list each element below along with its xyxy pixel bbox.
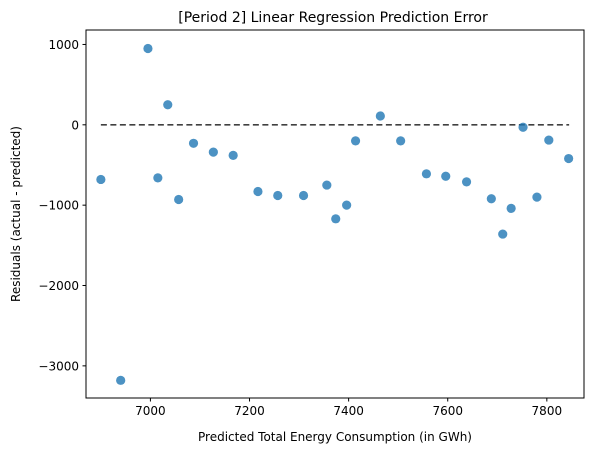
y-tick-label: −1000 (38, 199, 79, 213)
data-point (518, 122, 528, 132)
data-point (506, 203, 516, 213)
chart-title: [Period 2] Linear Regression Prediction … (178, 10, 488, 26)
x-tick-label: 7000 (135, 404, 166, 418)
x-axis-label: Predicted Total Energy Consumption (in G… (198, 430, 472, 444)
data-point (96, 174, 106, 185)
data-point (498, 229, 508, 239)
data-point (544, 135, 554, 145)
x-tick-label: 7200 (234, 404, 265, 418)
y-tick-label: 0 (71, 118, 79, 132)
data-point (298, 190, 309, 201)
data-point (143, 43, 153, 54)
x-tick-label: 7800 (532, 404, 563, 418)
data-point (174, 194, 184, 205)
plot-frame (85, 29, 585, 399)
data-point (322, 180, 332, 190)
y-axis: 1000 0 −1000 −2000 −3000 (38, 38, 86, 373)
x-axis: 7000 7200 7400 7600 7800 (135, 398, 562, 418)
data-point (153, 173, 163, 183)
data-point (188, 138, 199, 148)
data-point (273, 190, 283, 201)
data-point (486, 194, 496, 204)
data-point (461, 177, 472, 187)
x-tick-label: 7600 (432, 404, 463, 418)
y-tick-label: −2000 (38, 279, 79, 293)
data-point (253, 186, 263, 197)
data-point (350, 136, 361, 146)
data-point (331, 214, 341, 224)
data-point (116, 375, 126, 385)
data-point (342, 200, 352, 210)
data-point (441, 171, 451, 181)
data-point (208, 147, 218, 157)
data-point (375, 111, 385, 121)
data-point (532, 192, 542, 202)
y-tick-label: 1000 (48, 38, 79, 52)
y-axis-label: Residuals (actual - predicted) (9, 126, 23, 302)
data-point (228, 150, 238, 160)
data-point (564, 153, 574, 164)
plot-area (96, 43, 574, 385)
x-tick-label: 7400 (333, 404, 364, 418)
data-point (163, 100, 173, 110)
data-point (421, 169, 432, 179)
data-point (396, 136, 406, 146)
y-tick-label: −3000 (38, 359, 79, 373)
